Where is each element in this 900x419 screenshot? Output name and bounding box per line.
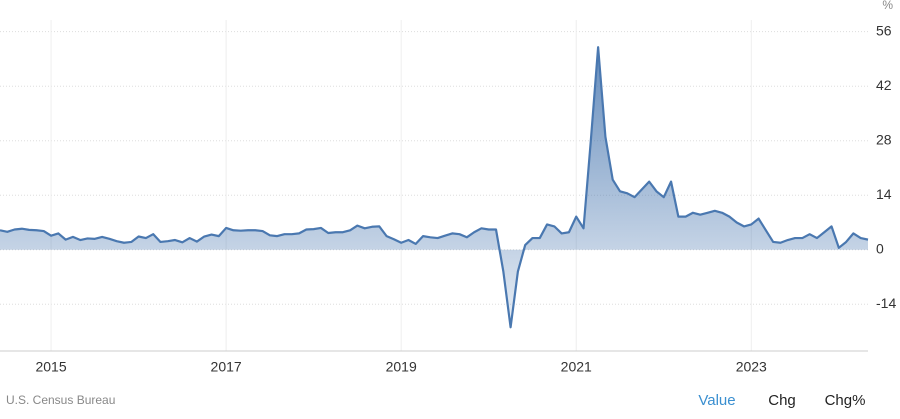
x-tick-label: 2019 xyxy=(386,359,417,375)
tab-button[interactable]: Chg% xyxy=(825,392,866,409)
tab-button[interactable]: Chg xyxy=(768,392,796,409)
y-tick-label: 42 xyxy=(876,77,892,93)
y-tick-label: 14 xyxy=(876,186,892,202)
y-tick-label: -14 xyxy=(876,295,896,311)
y-tick-label: 28 xyxy=(876,131,892,147)
area-fill xyxy=(0,47,868,328)
y-tick-label: 0 xyxy=(876,240,884,256)
line xyxy=(0,46,869,329)
tab-button[interactable]: Value xyxy=(698,392,735,409)
x-tick-label: 2023 xyxy=(736,359,767,375)
x-tick-label: 2015 xyxy=(35,359,66,375)
y-tick-label: 56 xyxy=(876,22,892,38)
unit-label: % xyxy=(882,0,893,12)
source: U.S. Census Bureau xyxy=(6,393,115,407)
x-tick-label: 2021 xyxy=(561,359,592,375)
x-tick-label: 2017 xyxy=(211,359,242,375)
